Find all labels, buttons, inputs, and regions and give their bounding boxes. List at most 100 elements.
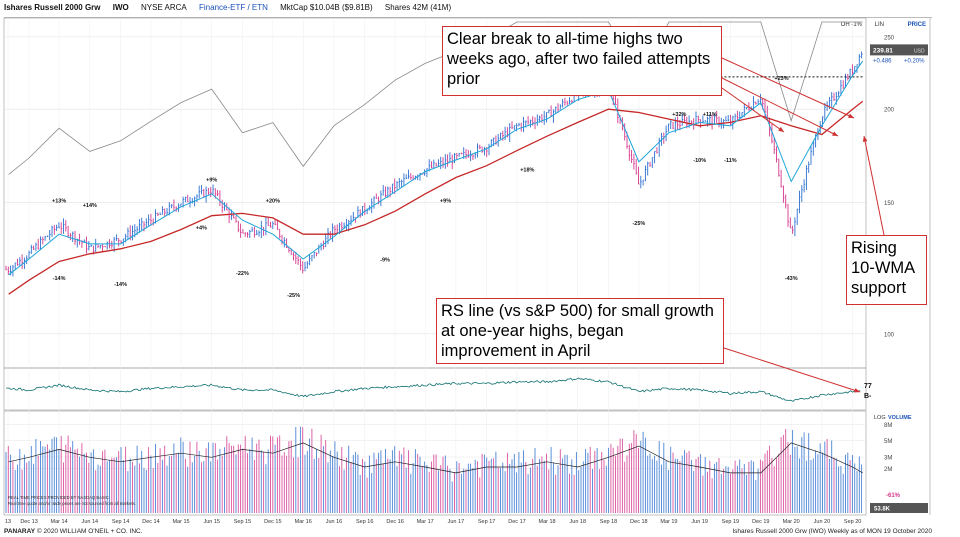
pct-annotation: +14% <box>83 203 97 209</box>
x-tick-label: Mar 17 <box>417 519 434 525</box>
symbol[interactable]: IWO <box>112 3 129 12</box>
rs-panel-frame <box>3 367 867 411</box>
category-link[interactable]: Finance-ETF / ETN <box>199 3 268 12</box>
volume-panel-frame <box>3 410 867 516</box>
x-tick-label: 13 <box>5 519 11 525</box>
pct-annotation: -43% <box>785 276 798 282</box>
shares-outstanding: Shares 42M (41M) <box>384 3 452 12</box>
oh-label: OH -1% <box>840 22 862 28</box>
last-price: 239.81 <box>873 47 893 54</box>
pct-annotation: +11% <box>703 112 717 118</box>
x-tick-label: Dec 15 <box>264 519 281 525</box>
price-tick-label: 150 <box>884 201 895 207</box>
arrow-rs-head <box>854 388 860 393</box>
arrow-breakout-1 <box>721 57 855 119</box>
price-change: +0.486 <box>873 58 892 64</box>
arrow-breakout-3 <box>721 87 785 133</box>
last-volume: 53.8K <box>874 507 891 513</box>
volume-log-label: LOG <box>874 415 886 421</box>
pct-annotation: +13% <box>52 198 66 204</box>
arrow-breakout-1-head <box>848 113 854 118</box>
x-tick-label: Jun 14 <box>82 519 99 525</box>
x-tick-label: Sep 17 <box>478 519 495 525</box>
security-name: Ishares Russell 2000 Grw <box>4 3 101 12</box>
x-tick-label: Sep 20 <box>844 519 861 525</box>
pct-annotation: -10% <box>693 158 706 164</box>
x-tick-label: Sep 14 <box>112 519 129 525</box>
price-change-pct: +0.20% <box>904 58 925 64</box>
volume-tick-label: 2M <box>884 467 892 473</box>
arrow-rs <box>723 347 861 393</box>
x-tick-label: Jun 15 <box>203 519 220 525</box>
pct-annotation: -25% <box>632 221 645 227</box>
pct-annotation: -25% <box>287 293 300 299</box>
pct-annotation: +4% <box>196 225 207 231</box>
pct-annotation: -14% <box>114 282 127 288</box>
x-tick-label: Jun 20 <box>814 519 831 525</box>
rt-notice-2: Real time quote and/or trade prices are … <box>8 501 136 506</box>
x-tick-label: Sep 16 <box>356 519 373 525</box>
x-tick-label: Dec 13 <box>20 519 37 525</box>
scale-lin-toggle[interactable]: LIN <box>874 22 884 28</box>
arrow-wma-head <box>862 136 868 142</box>
x-tick-label: Sep 19 <box>722 519 739 525</box>
pct-annotation: +23% <box>774 76 788 82</box>
price-panel-frame <box>3 17 867 369</box>
volume-tick-label: 3M <box>884 456 892 462</box>
x-tick-label: Mar 20 <box>783 519 800 525</box>
pct-annotation: +20% <box>266 198 280 204</box>
pct-annotation: +32% <box>672 112 686 118</box>
volume-change: -61% <box>886 493 901 499</box>
market-cap: MktCap $10.04B ($9.81B) <box>280 3 373 12</box>
pct-annotation: -9% <box>380 258 390 264</box>
callout-wma: Rising 10-WMA support <box>846 235 927 305</box>
x-tick-label: Dec 16 <box>386 519 403 525</box>
footer-caption: Ishares Russell 2000 Grw (IWO) Weekly as… <box>732 528 932 535</box>
x-tick-label: Mar 18 <box>538 519 555 525</box>
arrow-breakout-2-head <box>832 131 838 136</box>
price-tick-label: 100 <box>884 332 895 338</box>
pct-annotation: +18% <box>520 168 534 174</box>
footer-left: PANARAY © 2020 WILLIAM O'NEIL + CO. INC. <box>4 528 143 535</box>
x-tick-label: Jun 18 <box>570 519 587 525</box>
price-tick-label: 250 <box>884 35 895 41</box>
brand-logo: PANARAY <box>4 528 36 535</box>
x-tick-label: Jun 19 <box>691 519 708 525</box>
ma40-line <box>8 100 864 295</box>
x-tick-label: Mar 19 <box>660 519 677 525</box>
volume-ma-line <box>8 442 863 474</box>
last-price-badge <box>870 44 928 56</box>
arrow-wma <box>863 135 885 236</box>
overlay-line <box>8 21 863 175</box>
ma10-line <box>8 60 864 276</box>
x-tick-label: Dec 14 <box>142 519 159 525</box>
security-header: Ishares Russell 2000 Grw IWO NYSE ARCA F… <box>4 3 932 18</box>
x-tick-label: Jun 16 <box>326 519 343 525</box>
copyright: © 2020 WILLIAM O'NEIL + CO. INC. <box>36 528 143 535</box>
x-tick-label: Sep 18 <box>600 519 617 525</box>
x-tick-label: Dec 19 <box>752 519 769 525</box>
volume-tick-label: 8M <box>884 423 892 429</box>
x-tick-label: Mar 16 <box>295 519 312 525</box>
price-tick-label: 200 <box>884 108 895 114</box>
x-tick-label: Sep 15 <box>234 519 251 525</box>
volume-label: VOLUME <box>888 415 912 421</box>
rs-value: 77 <box>864 383 872 390</box>
last-volume-badge <box>870 503 928 513</box>
exchange: NYSE ARCA <box>140 3 187 12</box>
arrow-breakout-3-head <box>778 126 784 132</box>
pct-annotation: -22% <box>236 271 249 277</box>
x-tick-label: Mar 14 <box>51 519 68 525</box>
x-tick-label: Dec 17 <box>508 519 525 525</box>
pct-annotation: -14% <box>53 276 66 282</box>
rs-line <box>5 377 861 402</box>
pct-annotation: +9% <box>440 198 451 204</box>
callout-rs: RS line (vs s&P 500) for small growth at… <box>436 298 724 364</box>
rs-rank: B- <box>864 393 872 400</box>
price-toggle[interactable]: PRICE <box>907 22 926 28</box>
pct-annotation: -11% <box>724 158 737 164</box>
rt-notice-1: REAL TIME PRICES PROVIDED BY NASDAQ BASI… <box>8 495 110 500</box>
currency-label: USD <box>914 48 925 54</box>
